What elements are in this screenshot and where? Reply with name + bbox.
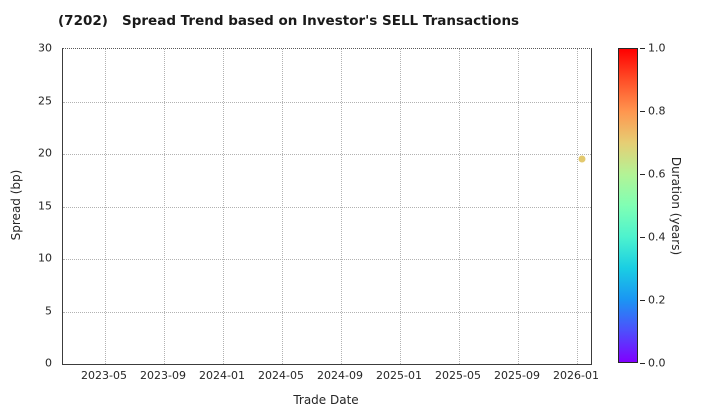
colorbar-label: Duration (years)	[669, 156, 683, 256]
y-tick-label: 25	[38, 94, 52, 107]
y-tick-label: 5	[45, 304, 52, 317]
chart-title: (7202) Spread Trend based on Investor's …	[58, 13, 520, 29]
x-tick-label: 2024-01	[199, 369, 245, 382]
y-tick-label: 20	[38, 146, 52, 160]
x-tick-label: 2026-01	[553, 369, 599, 382]
y-gridline	[63, 311, 591, 313]
x-tick-label: 2025-09	[494, 369, 540, 382]
y-tick-label: 30	[38, 41, 52, 55]
x-tick-label: 2025-01	[376, 369, 422, 382]
colorbar-tick	[640, 300, 645, 301]
colorbar-tick-label: 0.6	[648, 167, 666, 181]
x-tick-label: 2024-05	[258, 369, 304, 382]
colorbar-tick	[640, 237, 645, 238]
scatter-point	[578, 155, 586, 163]
x-tick-label: 2025-05	[435, 369, 481, 382]
plot-area	[62, 48, 592, 365]
x-tick-label: 2023-09	[140, 369, 186, 382]
colorbar-tick	[640, 174, 645, 175]
colorbar-tick-label: 0.0	[648, 356, 666, 370]
y-tick-label: 10	[38, 251, 52, 265]
y-gridline	[63, 154, 591, 155]
x-axis-label: Trade Date	[293, 393, 359, 407]
y-gridline	[63, 101, 591, 103]
colorbar-tick-label: 0.4	[648, 230, 666, 244]
y-tick-label: 0	[45, 356, 52, 370]
x-tick-label: 2024-09	[317, 369, 363, 382]
colorbar-tick	[640, 111, 645, 112]
colorbar-tick-label: 0.8	[648, 104, 666, 118]
y-gridline	[63, 206, 591, 208]
colorbar-tick	[640, 363, 645, 364]
y-gridline	[63, 259, 591, 260]
y-tick-label: 15	[38, 199, 52, 212]
x-tick-label: 2023-05	[81, 369, 127, 382]
colorbar-tick-label: 0.2	[648, 293, 666, 307]
colorbar-tick	[640, 48, 645, 49]
colorbar-tick-label: 1.0	[648, 41, 666, 55]
colorbar-gradient	[618, 48, 638, 363]
